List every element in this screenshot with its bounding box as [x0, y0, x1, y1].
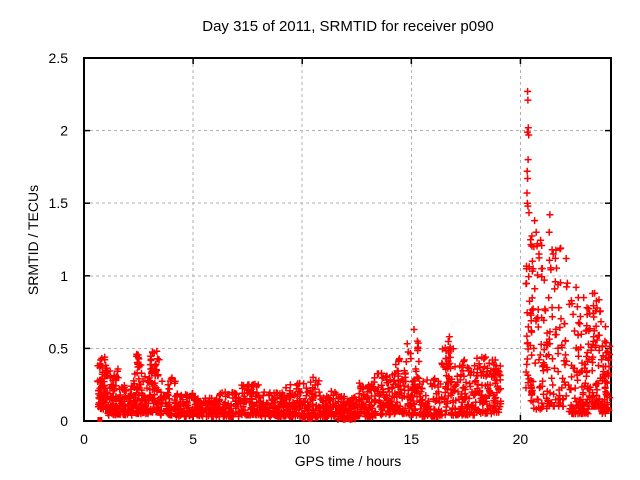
square-marker	[97, 417, 103, 422]
x-tick-label: 5	[189, 431, 197, 447]
square-marker	[307, 417, 313, 422]
tick-label-layer: 0 5 10 15 20 0 0.5 1 1.5 2 2.5	[49, 50, 529, 447]
srmtid-plus-markers	[94, 87, 614, 423]
grid-layer	[84, 58, 611, 421]
chart-title: Day 315 of 2011, SRMTID for receiver p09…	[202, 18, 494, 35]
x-tick-label: 20	[513, 431, 529, 447]
y-axis-label: SRMTID / TECUs	[25, 185, 41, 295]
x-axis-label: GPS time / hours	[295, 453, 402, 469]
y-tick-label: 0	[60, 413, 68, 429]
data-points-layer	[94, 87, 614, 423]
y-tick-label: 1	[60, 268, 68, 284]
y-tick-label: 2.5	[49, 50, 69, 66]
y-tick-label: 1.5	[49, 195, 69, 211]
y-tick-label: 2	[60, 123, 68, 139]
x-tick-label: 10	[294, 431, 310, 447]
x-tick-label: 15	[404, 431, 420, 447]
y-tick-label: 0.5	[49, 340, 69, 356]
x-tick-label: 0	[80, 431, 88, 447]
square-marker	[345, 417, 351, 422]
